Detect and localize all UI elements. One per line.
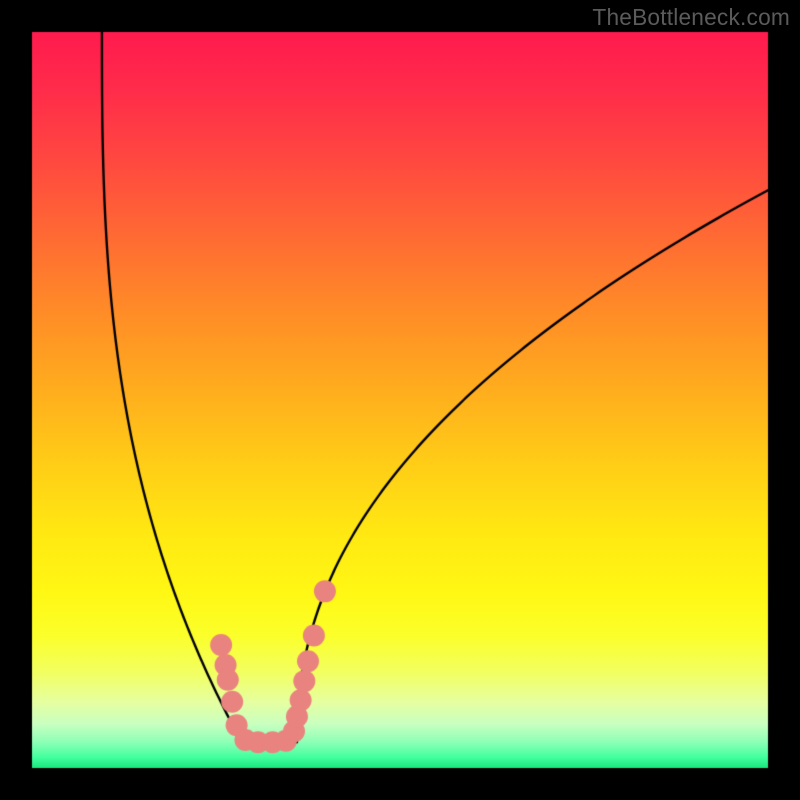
bottleneck-chart-canvas <box>0 0 800 800</box>
